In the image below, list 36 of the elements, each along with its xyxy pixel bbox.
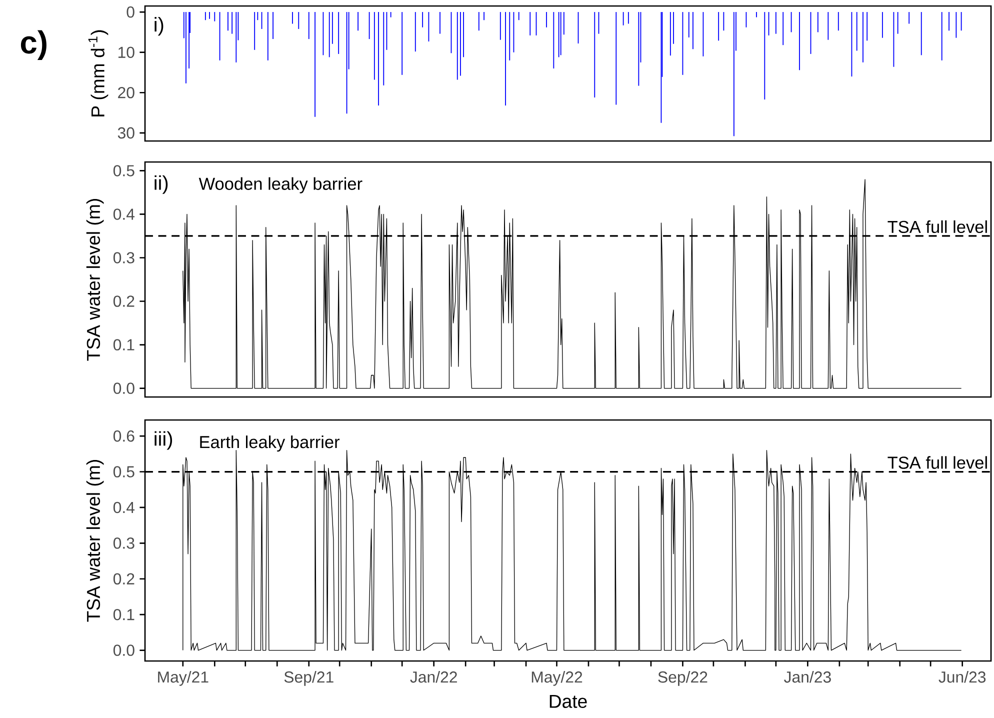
- y-tick-label: 0.6: [113, 430, 134, 442]
- ref-line-label: TSA full level: [888, 220, 987, 234]
- y-tick-label: 0.5: [113, 466, 134, 478]
- x-tick-label: Jan/22: [410, 671, 457, 683]
- y-tick-label: 0: [126, 6, 134, 18]
- x-axis-title: Date: [550, 694, 587, 708]
- y-tick-label: 10: [118, 46, 134, 58]
- y-axis-title: P (mm d$^{-1}$): [88, 30, 108, 116]
- text: Earth leaky barrier: [200, 436, 340, 452]
- annotation: iii): [154, 431, 172, 450]
- text: Wooden leaky barrier: [198, 177, 362, 194]
- x-tick-label: Sep/21: [284, 671, 334, 686]
- annotation: ii): [154, 175, 168, 194]
- y-axis-title: TSA water level (m): [86, 199, 104, 361]
- y-tick-label: 0.0: [113, 382, 134, 394]
- y-tick-label: 0.3: [113, 252, 134, 264]
- annotation: i): [154, 17, 164, 36]
- ref-line-label: TSA full level: [888, 456, 987, 469]
- y-axis-title: TSA water level (m): [86, 460, 104, 622]
- x-tick-label: Jun/23: [938, 671, 986, 683]
- y-tick-label: 0.1: [113, 608, 134, 620]
- y-tick-label: 0.2: [113, 573, 134, 585]
- y-tick-label: 0.4: [113, 502, 135, 514]
- y-tick-label: 20: [118, 86, 134, 98]
- y-tick-label: 0.5: [113, 165, 134, 176]
- x-tick-label: May/22: [532, 671, 582, 686]
- x-tick-label: Sep/22: [658, 671, 708, 686]
- text: c): [20, 30, 46, 60]
- y-tick-label: 0.0: [113, 644, 134, 656]
- y-tick-label: 0.4: [113, 208, 135, 220]
- y-tick-label: 30: [118, 127, 134, 139]
- y-tick-label: 0.2: [113, 296, 134, 307]
- y-tick-label: 0.1: [113, 339, 134, 350]
- x-tick-label: May/21: [158, 671, 208, 686]
- x-tick-label: Jan/23: [784, 671, 831, 683]
- y-tick-label: 0.3: [113, 538, 134, 549]
